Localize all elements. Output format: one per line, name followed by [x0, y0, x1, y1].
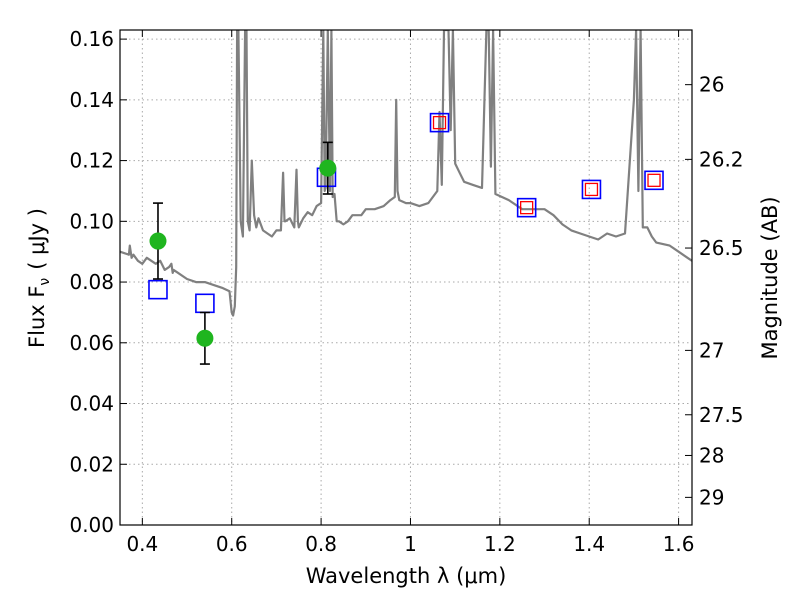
y2-tick-label: 28 — [699, 443, 724, 467]
observed-point — [319, 159, 337, 177]
x-tick-label: 1.4 — [573, 532, 605, 556]
model-band-inner-square — [647, 173, 661, 187]
y-tick-label: 0.08 — [69, 270, 114, 294]
y-tick-label: 0.06 — [69, 331, 114, 355]
model-band-inner-square — [432, 115, 447, 130]
plot-frame — [119, 29, 693, 526]
y-tick-label: 0.16 — [69, 27, 114, 51]
y2-tick-label: 26.5 — [699, 236, 744, 260]
y2-tick-label: 29 — [699, 485, 724, 509]
y2-tick-label: 27 — [699, 338, 724, 362]
x-tick-label: 1.6 — [663, 532, 695, 556]
x-tick-label: 0.8 — [305, 532, 337, 556]
y-axis-label-unit: ( μJy ) — [25, 208, 49, 270]
model-band-square — [516, 197, 537, 218]
observed-point — [149, 232, 167, 250]
model-band-square — [148, 279, 168, 300]
x-tick-label: 1.2 — [484, 532, 516, 556]
plot-area — [120, 30, 692, 365]
model-band-inner-square — [520, 201, 534, 215]
ticks — [120, 30, 692, 526]
model-band-square — [581, 179, 602, 200]
y-tick-label: 0.12 — [69, 149, 114, 173]
data-layer — [120, 30, 692, 365]
y-tick-label: 0.04 — [69, 392, 114, 416]
y-tick-label: 0.02 — [69, 452, 114, 476]
model-sed-line — [120, 30, 692, 317]
tick-labels: 0.4 0.6 0.8 1 1.2 1.4 1.6 0.00 0.02 0.04 0.06 0.08 0… — [69, 27, 743, 556]
y-axis-label-main: Flux F — [25, 286, 49, 348]
model-band-inner-square — [584, 182, 599, 197]
y-tick-label: 0.14 — [69, 88, 114, 112]
model-band-square — [195, 293, 215, 314]
model-band-square — [429, 112, 450, 133]
y-tick-label: 0.00 — [69, 513, 114, 537]
grid-lines — [120, 30, 692, 526]
y-axis-label-subscript: ν — [37, 278, 53, 286]
model-band-square — [644, 170, 664, 191]
x-tick-label: 1 — [404, 532, 417, 556]
y2-tick-label: 26.2 — [699, 147, 744, 171]
x-tick-label: 0.6 — [216, 532, 248, 556]
observed-point — [196, 329, 214, 347]
y-tick-label: 0.10 — [69, 209, 114, 233]
x-tick-label: 0.4 — [126, 532, 158, 556]
y2-axis-label: Magnitude (AB) — [758, 196, 782, 359]
y2-tick-label: 27.5 — [699, 403, 744, 427]
y-axis-label: Flux Fν ( μJy ) — [25, 208, 53, 348]
y2-tick-label: 26 — [699, 73, 724, 97]
x-axis-label: Wavelength λ (μm) — [306, 564, 507, 588]
